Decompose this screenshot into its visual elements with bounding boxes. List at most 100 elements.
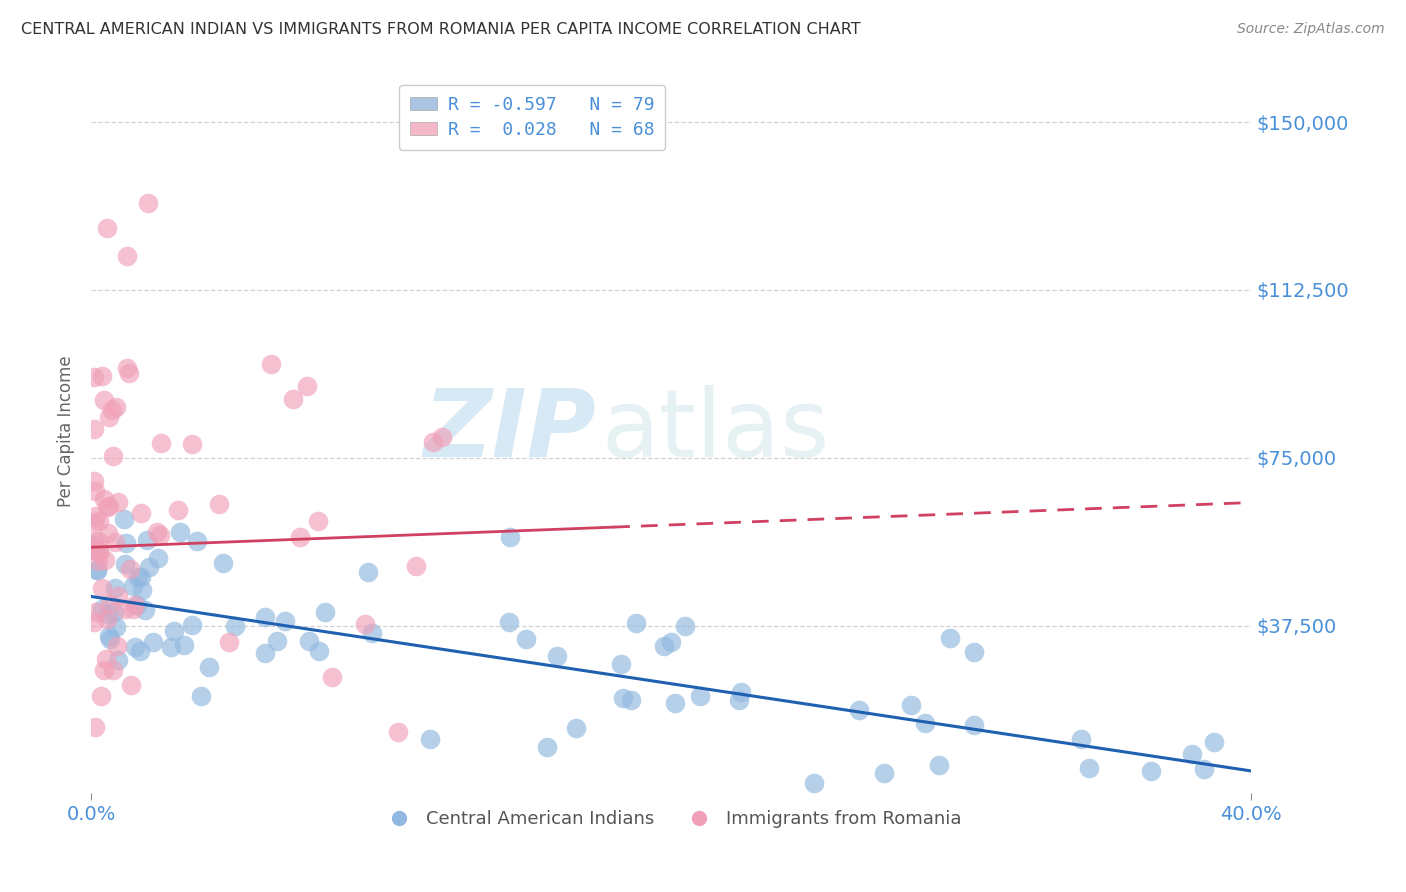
Point [266, 634, 288, 648]
Point [107, 652, 129, 666]
Point [149, 528, 172, 542]
Point [928, 757, 950, 772]
Point [84, 605, 107, 619]
Point [190, 689, 212, 703]
Point [387, 724, 409, 739]
Point [181, 437, 204, 451]
Point [87, 546, 110, 560]
Point [254, 610, 277, 624]
Point [125, 599, 148, 613]
Point [914, 715, 936, 730]
Point [86, 563, 108, 577]
Point [96, 221, 118, 235]
Point [115, 249, 138, 263]
Point [939, 631, 962, 645]
Point [136, 533, 159, 548]
Point [83, 540, 105, 554]
Point [962, 645, 984, 659]
Point [218, 634, 240, 648]
Text: ZIP: ZIP [423, 385, 596, 477]
Point [104, 535, 127, 549]
Point [498, 615, 520, 629]
Point [84, 720, 107, 734]
Point [224, 618, 246, 632]
Point [900, 698, 922, 713]
Point [254, 646, 277, 660]
Point [104, 620, 127, 634]
Point [169, 525, 191, 540]
Point [83, 516, 105, 530]
Point [103, 605, 125, 619]
Point [134, 603, 156, 617]
Point [260, 357, 283, 371]
Point [138, 560, 160, 574]
Point [101, 449, 124, 463]
Point [91, 368, 114, 383]
Point [612, 691, 634, 706]
Point [1202, 735, 1225, 749]
Point [94, 553, 117, 567]
Point [354, 616, 377, 631]
Point [803, 775, 825, 789]
Point [728, 692, 751, 706]
Point [131, 583, 153, 598]
Point [90, 581, 112, 595]
Point [180, 618, 202, 632]
Point [186, 534, 208, 549]
Point [620, 692, 643, 706]
Text: atlas: atlas [602, 385, 830, 477]
Point [1070, 732, 1092, 747]
Point [96, 500, 118, 515]
Point [118, 562, 141, 576]
Point [98, 499, 121, 513]
Point [308, 514, 330, 528]
Point [212, 556, 235, 570]
Text: CENTRAL AMERICAN INDIAN VS IMMIGRANTS FROM ROMANIA PER CAPITA INCOME CORRELATION: CENTRAL AMERICAN INDIAN VS IMMIGRANTS FR… [21, 22, 860, 37]
Point [515, 632, 537, 646]
Point [290, 530, 312, 544]
Point [90, 602, 112, 616]
Point [208, 497, 231, 511]
Point [84, 543, 107, 558]
Point [114, 601, 136, 615]
Point [107, 639, 129, 653]
Point [114, 557, 136, 571]
Point [96, 612, 118, 626]
Point [146, 550, 169, 565]
Point [405, 559, 427, 574]
Point [963, 717, 986, 731]
Point [104, 401, 127, 415]
Point [121, 602, 143, 616]
Point [115, 361, 138, 376]
Point [122, 579, 145, 593]
Point [281, 392, 304, 406]
Point [93, 663, 115, 677]
Point [98, 597, 121, 611]
Point [107, 495, 129, 509]
Point [93, 392, 115, 407]
Point [422, 435, 444, 450]
Point [127, 570, 149, 584]
Point [97, 607, 120, 622]
Point [624, 616, 647, 631]
Point [430, 430, 453, 444]
Point [98, 632, 121, 646]
Point [89, 544, 111, 558]
Point [150, 436, 173, 450]
Point [138, 195, 160, 210]
Point [872, 765, 894, 780]
Point [564, 721, 586, 735]
Point [357, 565, 380, 579]
Point [419, 732, 441, 747]
Point [83, 615, 105, 629]
Point [659, 635, 682, 649]
Point [308, 644, 330, 658]
Point [1181, 747, 1204, 761]
Point [120, 678, 142, 692]
Point [295, 379, 318, 393]
Point [118, 366, 141, 380]
Point [198, 659, 221, 673]
Point [664, 696, 686, 710]
Point [86, 563, 108, 577]
Point [848, 703, 870, 717]
